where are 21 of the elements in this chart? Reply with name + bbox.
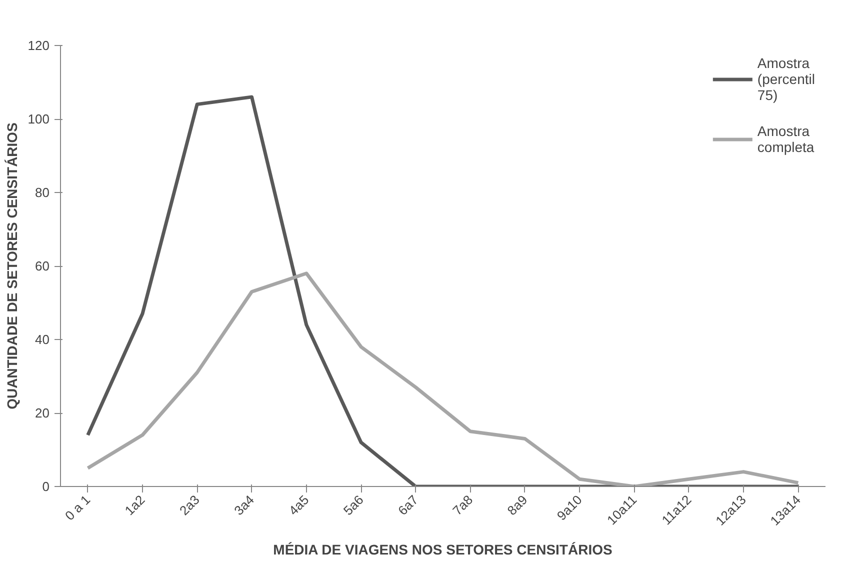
x-tick-label: 8a9 bbox=[504, 492, 530, 518]
legend-label: Amostra (percentil 75) bbox=[757, 55, 815, 103]
x-axis-title: MÉDIA DE VIAGENS NOS SETORES CENSITÁRIOS bbox=[273, 542, 612, 558]
x-tick-label: 7a8 bbox=[450, 492, 476, 518]
y-tick-label: 20 bbox=[35, 406, 50, 420]
y-tick-label: 0 bbox=[42, 479, 50, 494]
y-tick-label: 120 bbox=[28, 38, 50, 53]
x-tick-label: 2a3 bbox=[176, 492, 202, 518]
x-tick-label: 4a5 bbox=[286, 492, 312, 518]
legend-label: Amostra completa bbox=[757, 123, 814, 155]
y-tick-label: 80 bbox=[35, 185, 50, 200]
line-series bbox=[86, 272, 800, 486]
y-tick-label: 100 bbox=[28, 112, 50, 126]
x-tick-label: 3a4 bbox=[231, 492, 258, 518]
x-tick-label: 5a6 bbox=[340, 492, 366, 518]
y-axis-title: QUANTIDADE DE SETORES CENSITÁRIOS bbox=[4, 122, 20, 410]
x-tick-label: 6a7 bbox=[395, 492, 421, 518]
x-tick-label: 0 a 1 bbox=[62, 492, 94, 524]
x-tick-label: 1a2 bbox=[122, 492, 148, 518]
y-tick-label: 40 bbox=[35, 332, 50, 347]
y-tick-label: 60 bbox=[35, 258, 50, 274]
